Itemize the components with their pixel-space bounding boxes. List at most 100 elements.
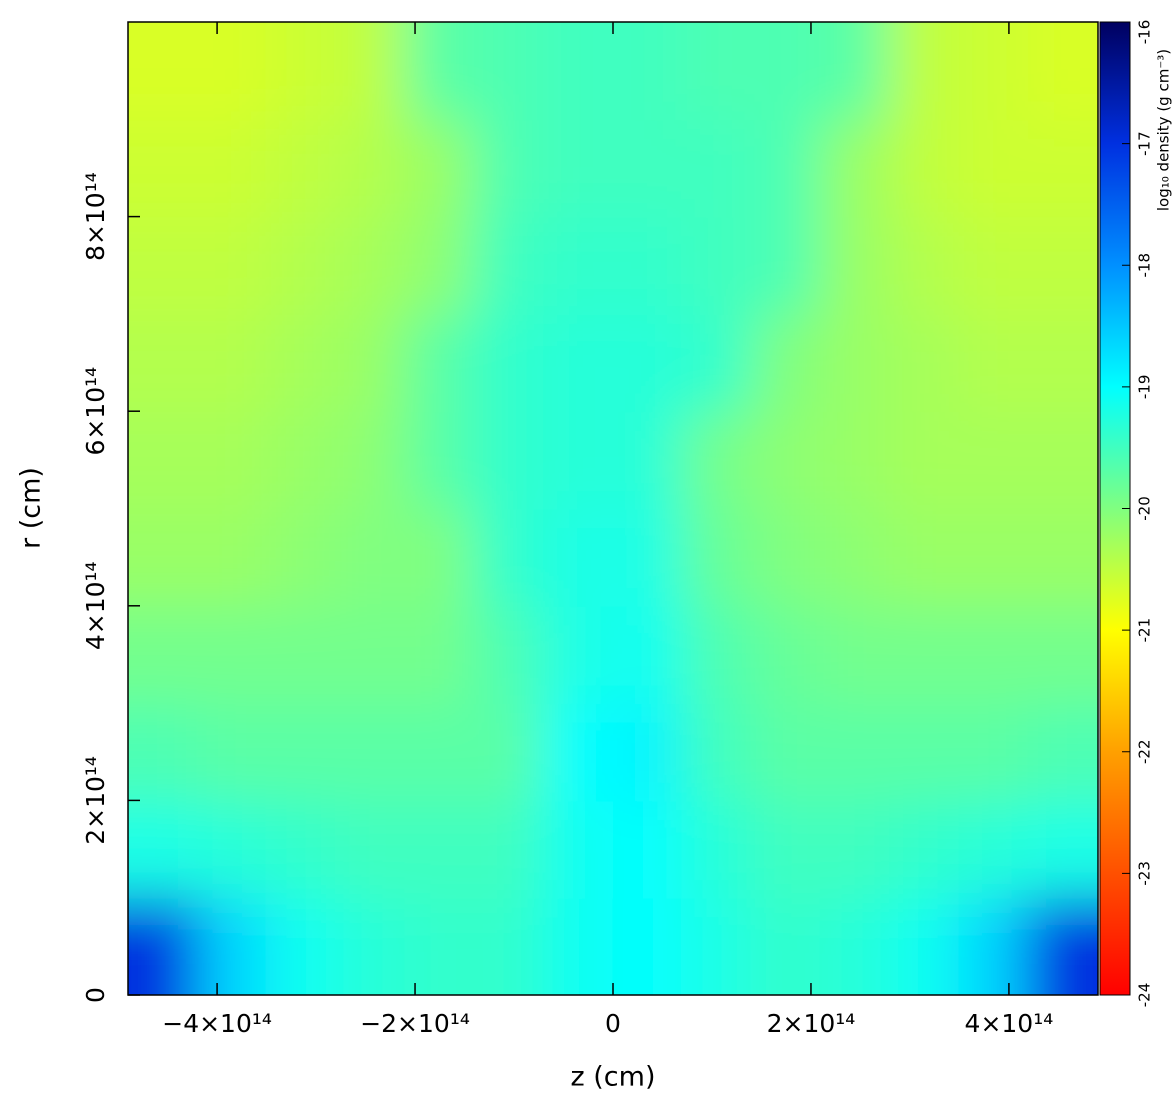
heatmap-cell: [473, 118, 545, 218]
y-tick-label: 6×10¹⁴: [81, 367, 110, 456]
y-tick-label: 2×10¹⁴: [81, 756, 110, 845]
heatmap-cell: [1027, 507, 1098, 607]
heatmap-cell: [889, 410, 961, 510]
heatmap-cell: [334, 22, 407, 121]
heatmap-cell: [681, 22, 753, 121]
heatmap-cell: [265, 215, 337, 315]
heatmap-cell: [681, 410, 753, 510]
y-axis-label: r (cm): [16, 467, 47, 549]
heatmap-cell: [542, 22, 614, 121]
heatmap-cell: [196, 118, 268, 218]
colorbar-tick-label: -19: [1136, 375, 1154, 400]
heatmap-cell: [819, 896, 892, 995]
heatmap-cell: [334, 799, 407, 899]
heatmap-cell: [681, 896, 753, 995]
heatmap-cell: [889, 799, 961, 899]
heatmap-cell: [1027, 410, 1098, 510]
heatmap-cell: [265, 896, 337, 995]
heatmap-cell: [128, 312, 199, 413]
heatmap-cell: [542, 507, 614, 607]
y-tick-label: 8×10¹⁴: [81, 172, 110, 261]
heatmap-cell: [612, 312, 684, 413]
heatmap-cell: [404, 799, 476, 899]
heatmap-cell: [681, 312, 753, 413]
heatmap-cell: [819, 410, 892, 510]
heatmap-cell: [889, 118, 961, 218]
heatmap-cell: [750, 22, 822, 121]
heatmap-cell: [128, 799, 199, 899]
heatmap-cell: [473, 215, 545, 315]
heatmap-cell: [128, 702, 199, 802]
heatmap-cell: [750, 312, 822, 413]
heatmap-cell: [750, 507, 822, 607]
heatmap-cell: [128, 22, 199, 121]
heatmap-cell: [265, 410, 337, 510]
heatmap-cell: [889, 604, 961, 705]
heatmap-cell: [473, 604, 545, 705]
heatmap-cell: [958, 702, 1030, 802]
heatmap-cell: [819, 799, 892, 899]
heatmap-cell: [1027, 118, 1098, 218]
heatmap-cell: [750, 799, 822, 899]
heatmap-cell: [819, 702, 892, 802]
y-tick-label: 4×10¹⁴: [81, 561, 110, 650]
x-tick-label: 4×10¹⁴: [965, 1009, 1054, 1038]
heatmap-cell: [473, 312, 545, 413]
heatmap-cell: [681, 215, 753, 315]
heatmap-cell: [265, 507, 337, 607]
heatmap-cell: [265, 702, 337, 802]
heatmap-cell: [196, 410, 268, 510]
heatmap-cell: [404, 702, 476, 802]
heatmap-cell: [750, 215, 822, 315]
colorbar-tick-label: -22: [1136, 740, 1154, 765]
heatmap-cell: [542, 702, 614, 802]
heatmap-cell: [819, 312, 892, 413]
heatmap-cell: [681, 118, 753, 218]
heatmap-cell: [404, 312, 476, 413]
x-axis-label: z (cm): [571, 1062, 656, 1093]
heatmap-cell: [750, 118, 822, 218]
heatmap-cell: [819, 215, 892, 315]
heatmap-cell: [128, 896, 199, 995]
heatmap-cell: [473, 507, 545, 607]
heatmap-cell: [334, 702, 407, 802]
heatmap-cell: [750, 702, 822, 802]
heatmap-cell: [128, 118, 199, 218]
heatmap-cell: [265, 312, 337, 413]
heatmap-cell: [681, 507, 753, 607]
heatmap-cell: [542, 215, 614, 315]
heatmap-cell: [196, 215, 268, 315]
heatmap-cell: [334, 507, 407, 607]
heatmap-cell: [889, 702, 961, 802]
colorbar-tick-label: -18: [1136, 253, 1154, 278]
heatmap-cell: [958, 215, 1030, 315]
heatmap-cell: [958, 118, 1030, 218]
heatmap-cell: [612, 118, 684, 218]
heatmap-cell: [750, 604, 822, 705]
heatmap-cell: [128, 410, 199, 510]
heatmap-cell: [473, 410, 545, 510]
colorbar-tick-label: -17: [1136, 131, 1154, 156]
x-tick-label: −4×10¹⁴: [162, 1009, 272, 1038]
heatmap-cell: [958, 604, 1030, 705]
heatmap-cell: [612, 215, 684, 315]
heatmap-cell: [404, 604, 476, 705]
heatmap-cell: [750, 896, 822, 995]
heatmap-cell: [889, 896, 961, 995]
heatmap-cell: [196, 799, 268, 899]
heatmap-cell: [1027, 896, 1098, 995]
heatmap-cell: [404, 215, 476, 315]
x-tick-label: 0: [605, 1009, 621, 1038]
y-tick-label: 0: [81, 987, 110, 1003]
heatmap-cell: [473, 799, 545, 899]
heatmap-cell: [958, 896, 1030, 995]
heatmap-cell: [542, 312, 614, 413]
heatmap-cell: [819, 22, 892, 121]
heatmap-cell: [750, 410, 822, 510]
heatmap-cell: [542, 896, 614, 995]
colorbar-tick-label: -24: [1136, 983, 1154, 1008]
heatmap-cell: [958, 799, 1030, 899]
heatmap-cell: [404, 410, 476, 510]
heatmap-cell: [612, 799, 684, 899]
